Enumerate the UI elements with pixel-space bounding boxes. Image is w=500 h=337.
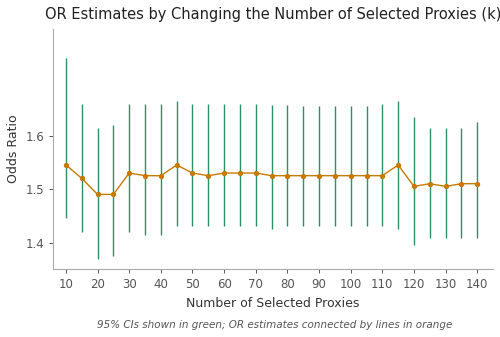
Text: 95% CIs shown in green; OR estimates connected by lines in orange: 95% CIs shown in green; OR estimates con…: [98, 320, 452, 330]
X-axis label: Number of Selected Proxies: Number of Selected Proxies: [186, 297, 360, 310]
Title: OR Estimates by Changing the Number of Selected Proxies (k): OR Estimates by Changing the Number of S…: [45, 7, 500, 22]
Y-axis label: Odds Ratio: Odds Ratio: [7, 115, 20, 183]
